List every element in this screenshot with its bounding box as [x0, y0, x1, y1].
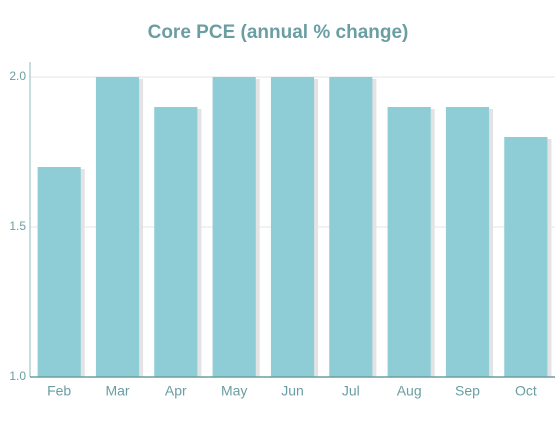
x-tick-label: Mar	[105, 383, 129, 399]
chart-title: Core PCE (annual % change)	[148, 22, 409, 43]
x-tick-label: Apr	[165, 383, 187, 399]
bar	[37, 167, 81, 377]
bar	[329, 77, 373, 377]
bar	[212, 77, 256, 377]
x-tick-label: Feb	[47, 383, 71, 399]
x-tick-label: Jun	[281, 383, 304, 399]
bar	[387, 107, 431, 377]
x-tick-label: Aug	[397, 383, 422, 399]
y-tick-label: 2.0	[9, 69, 26, 83]
x-tick-label: Jul	[342, 383, 360, 399]
y-tick-label: 1.0	[9, 369, 26, 383]
bar	[95, 77, 140, 377]
x-tick-label: May	[221, 383, 247, 399]
x-tick-label: Oct	[515, 383, 537, 399]
bar	[445, 107, 490, 377]
bar	[154, 107, 198, 377]
bar	[270, 77, 315, 377]
x-tick-label: Sep	[455, 383, 480, 399]
bar	[504, 137, 548, 377]
y-tick-label: 1.5	[9, 219, 26, 233]
